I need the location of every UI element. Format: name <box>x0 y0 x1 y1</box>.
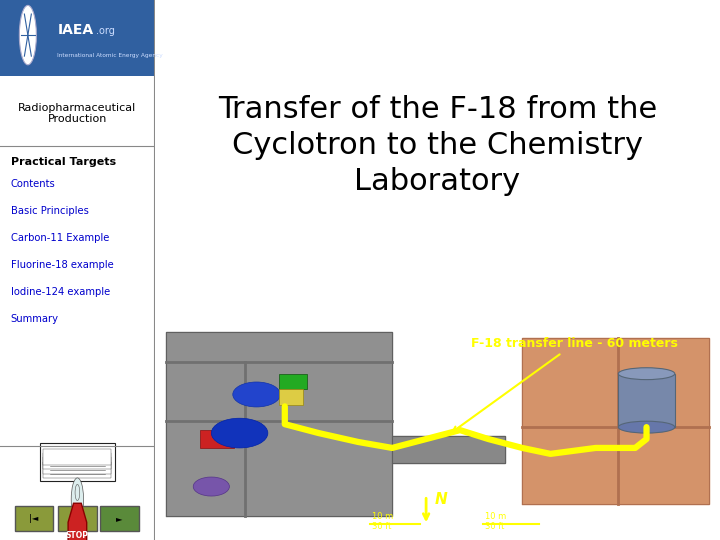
Text: International Atomic Energy Agency: International Atomic Energy Agency <box>58 52 163 58</box>
Text: 30 ft: 30 ft <box>372 522 392 531</box>
Text: 30 ft: 30 ft <box>485 522 505 531</box>
Text: Summary: Summary <box>11 314 59 323</box>
FancyBboxPatch shape <box>43 457 112 474</box>
Circle shape <box>212 418 268 448</box>
FancyBboxPatch shape <box>43 449 112 465</box>
Circle shape <box>75 484 80 501</box>
Text: STOP: STOP <box>66 531 89 540</box>
Circle shape <box>71 478 84 521</box>
Text: F-18 transfer line - 60 meters: F-18 transfer line - 60 meters <box>453 337 678 431</box>
Text: ►: ► <box>116 514 122 523</box>
Text: Fluorine-18 example: Fluorine-18 example <box>11 260 114 269</box>
Text: .org: .org <box>96 26 115 36</box>
Text: Radiopharmaceutical
Production: Radiopharmaceutical Production <box>18 103 137 124</box>
Circle shape <box>193 477 230 496</box>
FancyBboxPatch shape <box>43 453 112 469</box>
FancyBboxPatch shape <box>43 462 112 478</box>
Text: |◄: |◄ <box>30 514 39 523</box>
Text: Iodine-124 example: Iodine-124 example <box>11 287 110 296</box>
Circle shape <box>233 382 280 407</box>
Text: Practical Targets: Practical Targets <box>11 157 116 167</box>
FancyBboxPatch shape <box>279 389 303 405</box>
Text: 10 m: 10 m <box>485 512 507 521</box>
Polygon shape <box>166 332 392 516</box>
FancyBboxPatch shape <box>200 430 234 448</box>
Polygon shape <box>522 338 708 504</box>
Text: N: N <box>435 492 447 508</box>
Ellipse shape <box>618 421 675 433</box>
FancyBboxPatch shape <box>100 506 138 531</box>
Circle shape <box>19 5 37 65</box>
Text: Basic Principles: Basic Principles <box>11 206 89 215</box>
Text: Contents: Contents <box>11 179 55 188</box>
FancyBboxPatch shape <box>618 374 675 427</box>
Text: ◄|: ◄| <box>73 514 82 523</box>
Text: 10 m: 10 m <box>372 512 394 521</box>
Text: Transfer of the F-18 from the
Cyclotron to the Chemistry
Laboratory: Transfer of the F-18 from the Cyclotron … <box>217 94 657 195</box>
Text: Carbon-11 Example: Carbon-11 Example <box>11 233 109 242</box>
FancyBboxPatch shape <box>279 374 307 389</box>
FancyBboxPatch shape <box>0 0 155 76</box>
FancyBboxPatch shape <box>14 506 53 531</box>
Text: IAEA: IAEA <box>58 23 94 37</box>
Polygon shape <box>392 436 505 463</box>
FancyBboxPatch shape <box>58 506 96 531</box>
Ellipse shape <box>618 368 675 380</box>
